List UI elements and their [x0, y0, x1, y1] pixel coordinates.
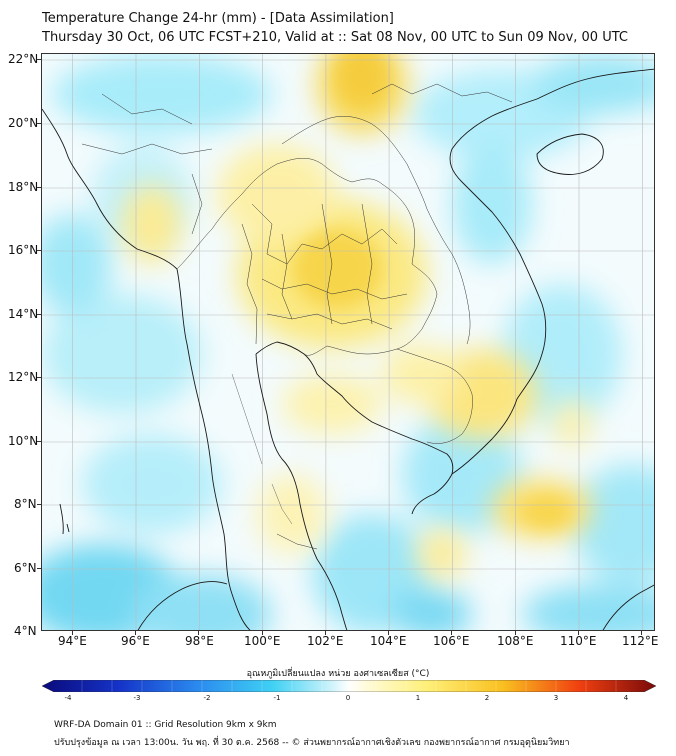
colorbar-tick: 1	[415, 694, 421, 702]
lat-label-12n: 12°N	[8, 370, 39, 384]
colorbar-tick: -1	[273, 694, 281, 702]
lon-label-96e: 96°E	[121, 634, 150, 648]
lon-label-106e: 106°E	[433, 634, 470, 648]
lon-label-100e: 100°E	[244, 634, 281, 648]
chart-title: Temperature Change 24-hr (mm) - [Data As…	[42, 11, 394, 26]
footer-credit: ปรับปรุงข้อมูล ณ เวลา 13:00น. วัน พฤ. ที…	[54, 738, 570, 748]
colorbar-tick: -2	[203, 694, 211, 702]
colorbar-title: อุณหภูมิเปลี่ยนแปลง หน่วย องศาเซลเซียส (…	[246, 669, 430, 679]
lon-label-94e: 94°E	[58, 634, 87, 648]
lat-label-4n: 4°N	[14, 624, 37, 638]
lat-label-10n: 10°N	[8, 434, 39, 448]
lat-label-14n: 14°N	[8, 307, 39, 321]
map-panel[interactable]	[41, 53, 655, 631]
footer-model-info: WRF-DA Domain 01 :: Grid Resolution 9km …	[54, 720, 277, 730]
colorbar-tick: 0	[345, 694, 351, 702]
lon-label-110e: 110°E	[560, 634, 597, 648]
lat-label-18n: 18°N	[8, 180, 39, 194]
colorbar-tick: -4	[64, 694, 72, 702]
cooling-field	[42, 54, 654, 630]
lon-label-112e: 112°E	[622, 634, 659, 648]
chart-subtitle: Thursday 30 Oct, 06 UTC FCST+210, Valid …	[42, 30, 628, 45]
colorbar-tick: 3	[553, 694, 559, 702]
lon-label-98e: 98°E	[185, 634, 214, 648]
colorbar	[42, 680, 656, 692]
colorbar-tick: 4	[623, 694, 629, 702]
colorbar-tick: 2	[484, 694, 490, 702]
lat-label-6n: 6°N	[14, 561, 37, 575]
lat-label-16n: 16°N	[8, 243, 39, 257]
colorbar-tick: -3	[133, 694, 141, 702]
graticule	[42, 54, 654, 630]
coastlines	[42, 68, 654, 630]
lat-label-8n: 8°N	[14, 497, 37, 511]
lon-label-104e: 104°E	[370, 634, 407, 648]
lon-label-102e: 102°E	[307, 634, 344, 648]
admin-borders	[81, 83, 513, 550]
lon-label-108e: 108°E	[497, 634, 534, 648]
lat-label-22n: 22°N	[8, 52, 39, 66]
lat-label-20n: 20°N	[8, 116, 39, 130]
temperature-map	[42, 54, 654, 630]
